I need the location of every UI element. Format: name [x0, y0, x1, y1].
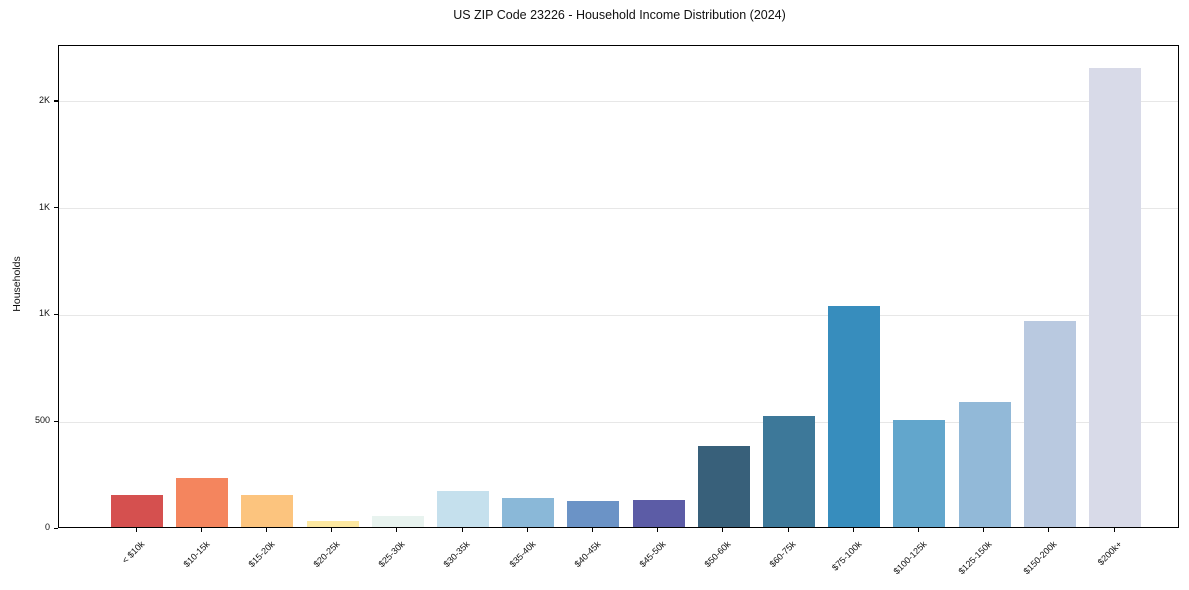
x-tick-label: < $10k — [119, 539, 147, 566]
x-tick-label: $10-15k — [181, 539, 212, 570]
x-tick-mark — [591, 528, 594, 532]
x-tick-label: $60-75k — [767, 539, 799, 570]
bar-13 — [893, 420, 946, 527]
y-tick-mark — [54, 420, 58, 422]
x-tick-label: $15-20k — [246, 539, 277, 570]
x-tick-mark — [1113, 528, 1115, 532]
bar-14 — [958, 402, 1011, 527]
x-tick-label: $75-100k — [829, 539, 864, 573]
bar-8 — [567, 501, 620, 527]
x-tick-label: $40-45k — [572, 539, 603, 570]
bar-3 — [241, 495, 294, 527]
y-tick-label: 1K — [38, 308, 50, 319]
bar-16 — [1089, 67, 1141, 527]
x-tick-mark — [396, 528, 398, 532]
y-tick-mark — [54, 313, 58, 316]
x-tick-mark — [852, 528, 854, 532]
bar-5 — [371, 516, 424, 527]
gridline — [59, 101, 1178, 103]
x-tick-mark — [657, 528, 659, 532]
x-tick-mark — [917, 528, 920, 532]
x-tick-label: $50-60k — [702, 539, 733, 570]
x-tick-label: $30-35k — [441, 539, 473, 570]
bar-9 — [632, 499, 685, 527]
y-tick-label: 1K — [38, 201, 50, 212]
x-tick-label: $20-25k — [311, 539, 342, 570]
y-tick-mark — [54, 207, 58, 209]
x-tick-mark — [265, 528, 268, 532]
x-tick-label: $25-30k — [376, 539, 407, 570]
x-tick-mark — [331, 528, 333, 532]
x-tick-mark — [461, 528, 463, 532]
bar-1 — [111, 495, 163, 527]
y-tick-label: 2K — [38, 94, 50, 105]
x-tick-label: $35-40k — [507, 539, 538, 570]
y-tick-label: 0 — [44, 522, 50, 532]
bar-2 — [176, 477, 229, 527]
gridline — [59, 314, 1178, 316]
x-tick-label: $200k+ — [1095, 539, 1125, 568]
bar-7 — [502, 498, 555, 527]
x-tick-mark — [1048, 528, 1050, 532]
bar-11 — [763, 416, 815, 527]
x-tick-mark — [135, 528, 137, 532]
bar-15 — [1023, 320, 1076, 527]
y-tick-mark — [54, 527, 58, 529]
x-tick-mark — [526, 528, 528, 532]
x-tick-mark — [983, 528, 985, 532]
gridline — [59, 208, 1178, 210]
y-tick-mark — [54, 100, 58, 102]
x-tick-label: $125-150k — [956, 539, 994, 577]
chart-title: US ZIP Code 23226 - Household Income Dis… — [453, 8, 786, 22]
x-tick-mark — [787, 528, 789, 532]
x-tick-label: $150-200k — [1021, 539, 1059, 577]
x-tick-label: $45-50k — [637, 539, 668, 570]
bar-6 — [437, 490, 489, 527]
y-tick-label: 500 — [34, 415, 50, 426]
x-tick-mark — [722, 528, 724, 532]
x-tick-mark — [200, 528, 202, 532]
plot-area — [58, 45, 1179, 528]
bar-10 — [697, 445, 750, 527]
x-tick-label: $100-125k — [891, 539, 929, 577]
bar-4 — [306, 520, 359, 527]
bar-12 — [828, 306, 881, 527]
